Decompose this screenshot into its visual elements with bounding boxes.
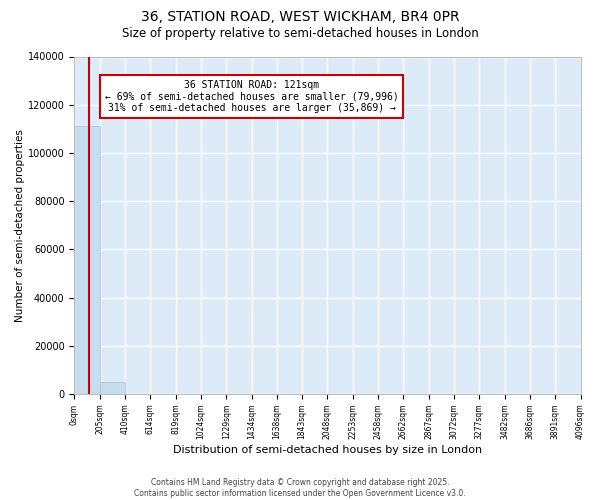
Bar — [74, 126, 100, 394]
X-axis label: Distribution of semi-detached houses by size in London: Distribution of semi-detached houses by … — [173, 445, 482, 455]
Text: 36 STATION ROAD: 121sqm
← 69% of semi-detached houses are smaller (79,996)
31% o: 36 STATION ROAD: 121sqm ← 69% of semi-de… — [104, 80, 398, 114]
Y-axis label: Number of semi-detached properties: Number of semi-detached properties — [15, 129, 25, 322]
Text: 36, STATION ROAD, WEST WICKHAM, BR4 0PR: 36, STATION ROAD, WEST WICKHAM, BR4 0PR — [140, 10, 460, 24]
Text: Size of property relative to semi-detached houses in London: Size of property relative to semi-detach… — [122, 28, 478, 40]
Bar — [100, 382, 125, 394]
Text: Contains HM Land Registry data © Crown copyright and database right 2025.
Contai: Contains HM Land Registry data © Crown c… — [134, 478, 466, 498]
